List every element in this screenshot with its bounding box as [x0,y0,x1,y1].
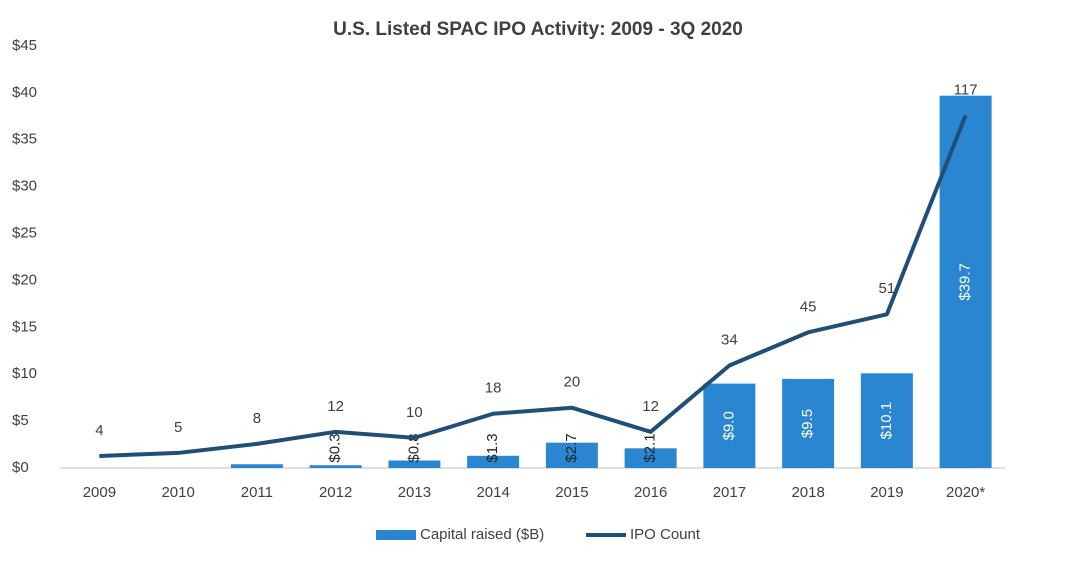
bar [860,373,913,468]
y-tick-label: $10 [12,365,37,382]
x-tick-label: 2020* [946,484,985,501]
bar [467,455,520,468]
bar-value-label: $9.0 [720,411,737,440]
y-tick-label: $20 [12,271,37,288]
line [99,114,968,458]
x-tick-label: 2009 [83,484,116,501]
bar-value-label: $0.8 [405,433,422,462]
bar-value-label: $10.1 [878,402,895,440]
line-value-label: 8 [253,410,261,427]
bar [624,448,677,468]
x-tick-label: 2011 [241,484,273,501]
x-tick-label: 2012 [319,484,352,501]
legend-swatch [376,530,416,540]
x-tick-label: 2014 [476,484,509,501]
legend-label: Capital raised ($B) [420,526,544,543]
x-tick-label: 2013 [398,484,431,501]
line-value-label: 10 [406,404,423,421]
bar-value-label: $1.3 [484,433,501,462]
y-tick-label: $0 [12,459,29,476]
y-tick-label: $5 [12,412,29,429]
bar [703,383,756,468]
line-value-label: 51 [879,280,896,297]
line-value-label: 117 [954,81,978,98]
line-value-label: 20 [564,374,581,391]
line-value-label: 4 [95,422,103,439]
x-tick-label: 2017 [713,484,746,501]
bar-value-label: $9.5 [799,409,816,438]
y-tick-label: $35 [12,131,37,148]
y-tick-label: $25 [12,225,37,242]
line-value-label: 34 [721,331,738,348]
bar [388,460,441,468]
line-value-label: 18 [485,380,502,397]
x-tick-label: 2019 [870,484,903,501]
line-value-label: 12 [327,398,344,415]
y-tick-label: $45 [12,37,37,54]
chart-title: U.S. Listed SPAC IPO Activity: 2009 - 3Q… [333,19,743,40]
x-tick-label: 2018 [791,484,824,501]
x-tick-label: 2015 [555,484,588,501]
legend-label: IPO Count [630,526,701,543]
bar [782,378,835,468]
x-tick-label: 2010 [161,484,194,501]
line-value-label: 45 [800,298,817,315]
y-tick-label: $40 [12,84,37,101]
bar-value-label: $2.7 [563,433,580,462]
bar-value-label: $39.7 [957,263,974,301]
x-tick-label: 2016 [634,484,667,501]
y-tick-label: $30 [12,178,37,195]
line-value-label: 12 [642,398,659,415]
bar [309,465,362,468]
bar [545,442,598,468]
bar-value-label: $2.1 [642,433,659,462]
line-value-label: 5 [174,419,182,436]
bar-value-label: $0.3 [327,433,344,462]
y-tick-label: $15 [12,318,37,335]
bar [230,464,283,468]
